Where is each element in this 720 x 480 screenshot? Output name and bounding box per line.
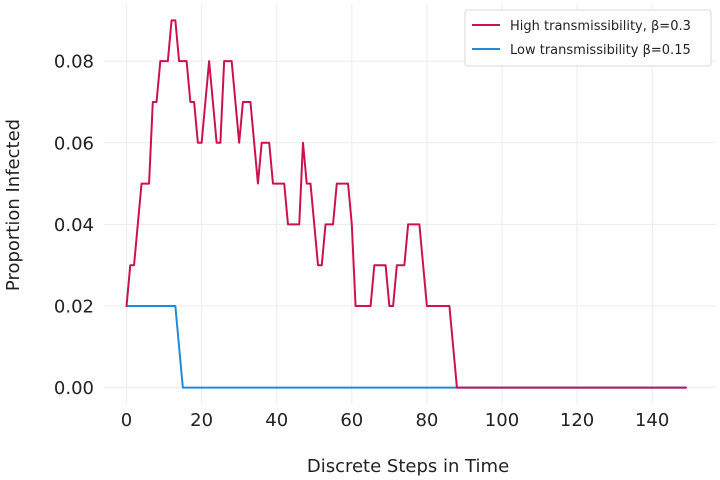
y-axis-label: Proportion Infected bbox=[3, 119, 24, 291]
y-axis-ticks: 0.00 0.02 0.04 0.06 0.08 bbox=[54, 52, 94, 400]
legend-label-low: Low transmissibility β=0.15 bbox=[510, 43, 691, 58]
x-tick-label: 140 bbox=[635, 410, 669, 431]
x-tick-label: 60 bbox=[340, 410, 363, 431]
x-tick-label: 40 bbox=[265, 410, 288, 431]
y-tick-label: 0.00 bbox=[54, 378, 94, 399]
legend-label-high: High transmissibility, β=0.3 bbox=[510, 19, 691, 34]
x-tick-label: 20 bbox=[190, 410, 213, 431]
series-line-high-transmissibility bbox=[125, 19, 687, 389]
x-tick-label: 100 bbox=[485, 410, 519, 431]
y-tick-label: 0.08 bbox=[54, 52, 94, 73]
legend: High transmissibility, β=0.3 Low transmi… bbox=[464, 9, 712, 67]
y-tick-label: 0.06 bbox=[54, 133, 94, 154]
series-line-low-transmissibility bbox=[125, 305, 687, 389]
y-tick-label: 0.04 bbox=[54, 215, 94, 236]
x-axis-label: Discrete Steps in Time bbox=[307, 456, 509, 477]
x-tick-label: 120 bbox=[560, 410, 594, 431]
series-lines bbox=[125, 19, 687, 389]
x-tick-label: 80 bbox=[415, 410, 438, 431]
y-tick-label: 0.02 bbox=[54, 297, 94, 318]
legend-box bbox=[464, 9, 712, 67]
x-axis-ticks: 0 20 40 60 80 100 120 140 bbox=[121, 410, 670, 431]
x-tick-label: 0 bbox=[121, 410, 132, 431]
